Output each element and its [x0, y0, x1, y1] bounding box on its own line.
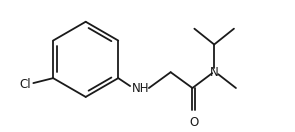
Text: O: O — [189, 116, 198, 129]
Text: NH: NH — [132, 82, 150, 95]
Text: Cl: Cl — [20, 78, 31, 91]
Text: N: N — [210, 66, 219, 79]
